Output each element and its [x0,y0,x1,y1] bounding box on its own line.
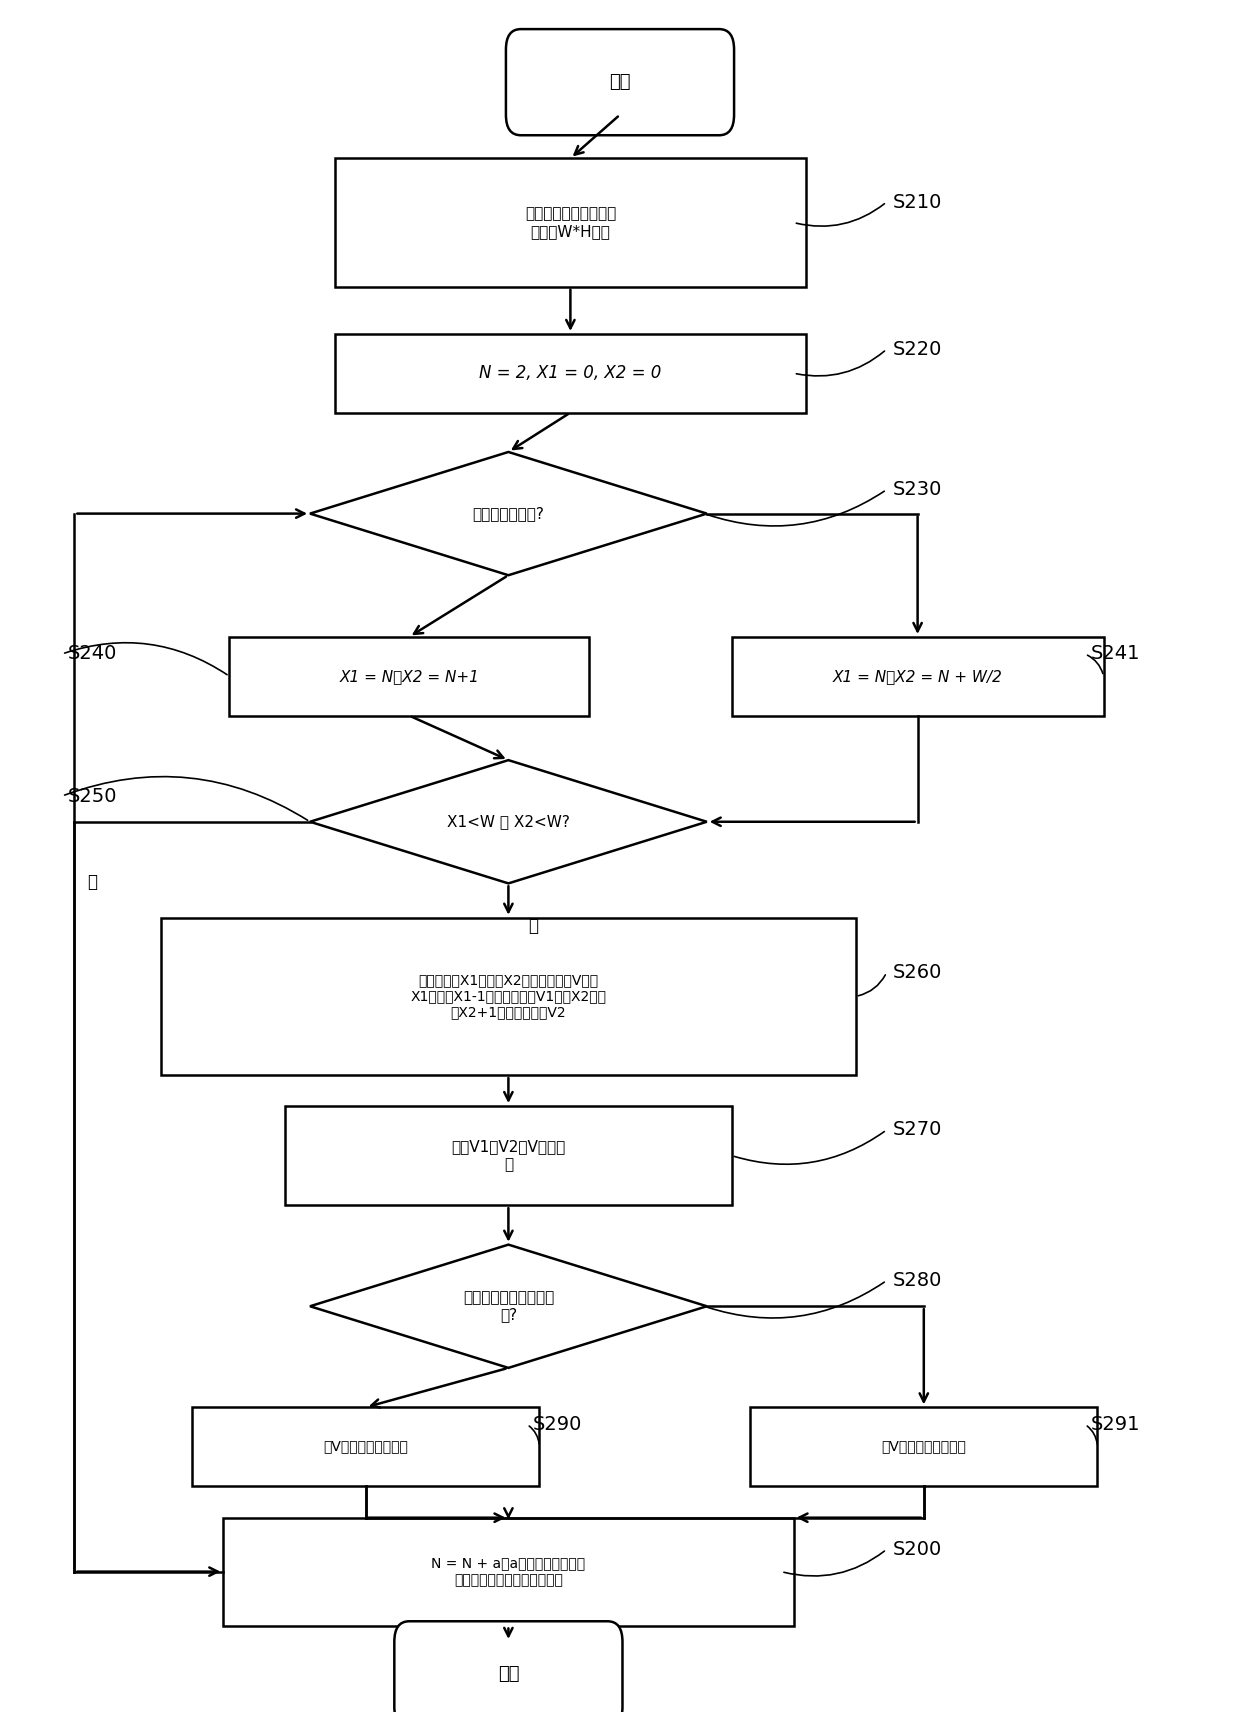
Text: S230: S230 [893,479,942,500]
Bar [285,1106,732,1205]
Bar [335,334,806,413]
Text: 计算图像第X1列与第X2列的色差向量V，第
X1列与第X1-1列的色差向量V1，第X2列与
第X2+1列的色差向量V2: 计算图像第X1列与第X2列的色差向量V，第 X1列与第X1-1列的色差向量V1，… [410,972,606,1020]
Text: S200: S200 [893,1539,942,1560]
Text: S241: S241 [1091,644,1141,664]
Text: S270: S270 [893,1120,942,1140]
Text: S260: S260 [893,962,942,983]
Text: 开始: 开始 [609,74,631,91]
Text: 否: 否 [87,873,97,890]
Text: S291: S291 [1091,1414,1141,1435]
Text: S290: S290 [533,1414,583,1435]
Text: 结束: 结束 [497,1666,520,1683]
Text: S220: S220 [893,339,942,360]
Bar [161,918,856,1075]
Text: S210: S210 [893,192,942,212]
Text: X1<W 且 X2<W?: X1<W 且 X2<W? [446,815,570,829]
Bar [750,1407,1097,1486]
Text: 是: 是 [528,918,538,935]
Bar [229,637,589,716]
Text: N = N + a；a为固定步长，控制
一幅图片获取多少组样本特征: N = N + a；a为固定步长，控制 一幅图片获取多少组样本特征 [432,1556,585,1587]
Text: S240: S240 [68,644,118,664]
Text: 获取的特征是正样本特
征?: 获取的特征是正样本特 征? [463,1291,554,1322]
FancyBboxPatch shape [394,1621,622,1712]
Text: 将V保存为正样本特征: 将V保存为正样本特征 [324,1440,408,1453]
Text: X1 = N，X2 = N+1: X1 = N，X2 = N+1 [340,669,479,683]
Bar [223,1517,794,1626]
Text: S280: S280 [893,1270,942,1291]
Bar [335,159,806,288]
Text: 获取正样本特征?: 获取正样本特征? [472,507,544,520]
Polygon shape [310,1245,707,1368]
Text: 根据V1、V2对V进行调
整: 根据V1、V2对V进行调 整 [451,1140,565,1171]
Text: S250: S250 [68,786,118,806]
Polygon shape [310,452,707,575]
Bar [192,1407,539,1486]
Text: 读取样本图片，将图片
缩放到W*H尺寸: 读取样本图片，将图片 缩放到W*H尺寸 [525,207,616,238]
Text: 将V保存为负样本特征: 将V保存为负样本特征 [882,1440,966,1453]
Text: X1 = N，X2 = N + W/2: X1 = N，X2 = N + W/2 [833,669,1002,683]
Bar [732,637,1104,716]
Polygon shape [310,760,707,883]
FancyBboxPatch shape [506,29,734,135]
Text: N = 2, X1 = 0, X2 = 0: N = 2, X1 = 0, X2 = 0 [479,365,662,382]
